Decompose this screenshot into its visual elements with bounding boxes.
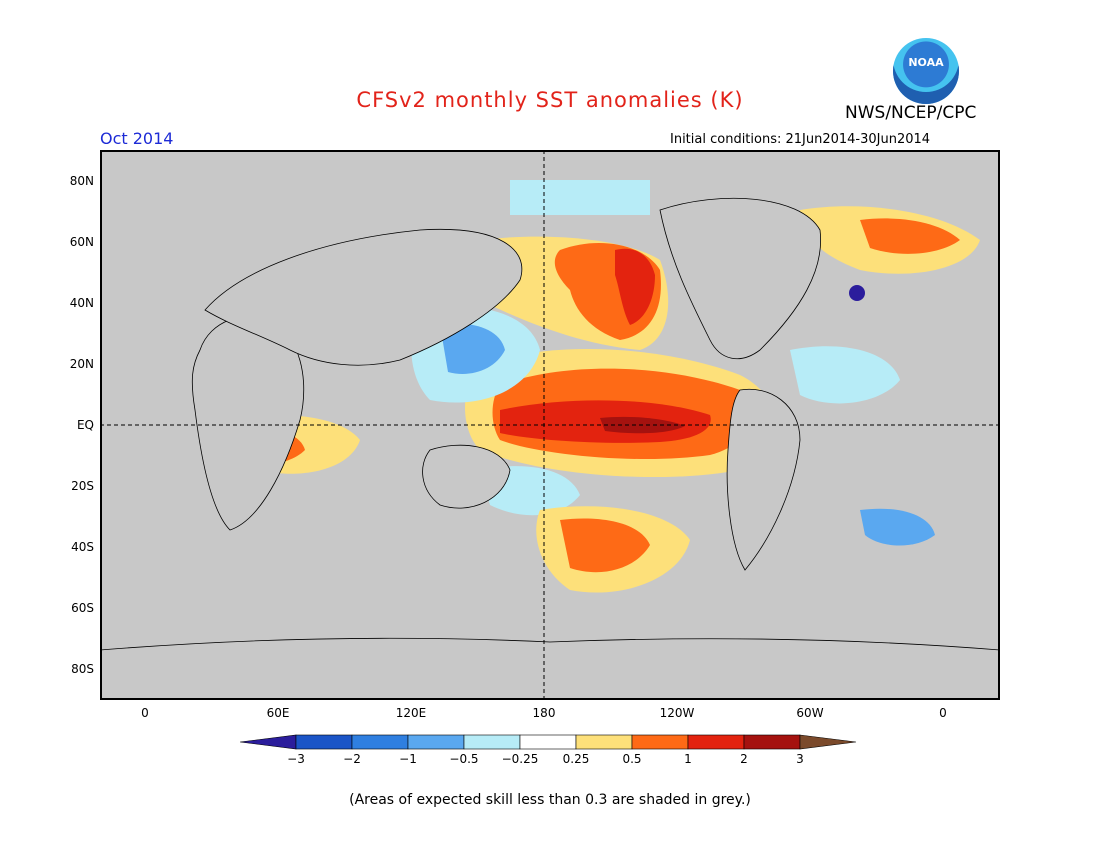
colorbar-swatch xyxy=(631,734,689,750)
south-america-outline xyxy=(726,388,801,571)
map-border xyxy=(100,150,1000,700)
lon-label-120w: 120W xyxy=(659,706,695,720)
eurasia-outline xyxy=(204,228,523,366)
lon-label-60e: 60E xyxy=(266,706,290,720)
north-atlantic-orange xyxy=(860,218,960,254)
colorbar-label-10: 3 xyxy=(796,752,804,766)
lat-label-20n: 20N xyxy=(69,357,94,371)
colorbar-swatch xyxy=(463,734,521,750)
colorbar-label-5: −0.25 xyxy=(501,752,539,766)
colorbar-label-7: 0.5 xyxy=(622,752,642,766)
colorbar-label-8: 1 xyxy=(684,752,692,766)
colorbar-label-3: −1 xyxy=(399,752,417,766)
lat-label-60n: 60N xyxy=(69,235,94,249)
continent-outlines xyxy=(100,197,1000,700)
atlantic-cool-2 xyxy=(860,508,935,546)
noaa-logo: NOAA xyxy=(893,38,959,104)
lat-label-20s: 20S xyxy=(71,479,94,493)
colorbar-swatch-high-extend xyxy=(799,734,857,750)
north-america-outline xyxy=(659,197,822,359)
colorbar-label-9: 2 xyxy=(740,752,748,766)
lon-label-120e: 120E xyxy=(395,706,427,720)
colorbar-swatch xyxy=(519,734,577,750)
map-title: CFSv2 monthly SST anomalies (K) xyxy=(356,88,744,112)
colorbar-swatch xyxy=(407,734,465,750)
lat-label-80n: 80N xyxy=(69,174,94,188)
cool-anomalies xyxy=(411,180,935,546)
agency-label: NWS/NCEP/CPC xyxy=(845,103,977,123)
pacific-warm-anomaly xyxy=(465,348,774,478)
south-pacific-orange xyxy=(560,518,650,573)
lon-label-180: 180 xyxy=(532,706,556,720)
colorbar-swatch-low-extend xyxy=(240,734,297,750)
sst-anomaly-map xyxy=(100,150,1000,700)
australia-outline xyxy=(422,444,511,509)
initial-conditions: Initial conditions: 21Jun2014-30Jun2014 xyxy=(670,132,931,147)
colorbar-swatch xyxy=(743,734,801,750)
colorbar-label-2: −2 xyxy=(343,752,361,766)
atlantic-cold-spot xyxy=(849,285,865,301)
lat-label-eq: EQ xyxy=(76,418,94,432)
colorbar-label-6: 0.25 xyxy=(562,752,590,766)
atlantic-cool xyxy=(790,346,900,404)
lon-label-60w: 60W xyxy=(796,706,824,720)
colorbar-swatch xyxy=(575,734,633,750)
colorbar-swatch xyxy=(295,734,353,750)
lat-label-80s: 80S xyxy=(71,662,94,676)
skill-footnote: (Areas of expected skill less than 0.3 a… xyxy=(349,792,751,808)
lat-label-40s: 40S xyxy=(71,540,94,554)
colorbar-swatch xyxy=(687,734,745,750)
lon-label-0-west: 0 xyxy=(141,706,149,720)
np-red xyxy=(615,248,655,325)
lat-label-60s: 60S xyxy=(71,601,94,615)
lon-label-0-east: 0 xyxy=(939,706,947,720)
antarctica-outline xyxy=(100,637,1000,700)
lat-label-40n: 40N xyxy=(69,296,94,310)
west-pacific-cool-2 xyxy=(440,323,505,374)
colorbar xyxy=(240,734,857,750)
colorbar-swatch xyxy=(351,734,409,750)
colorbar-label-4: −0.5 xyxy=(449,752,479,766)
arctic-cool xyxy=(510,180,650,215)
forecast-month: Oct 2014 xyxy=(100,129,174,148)
colorbar-label-1: −3 xyxy=(287,752,305,766)
